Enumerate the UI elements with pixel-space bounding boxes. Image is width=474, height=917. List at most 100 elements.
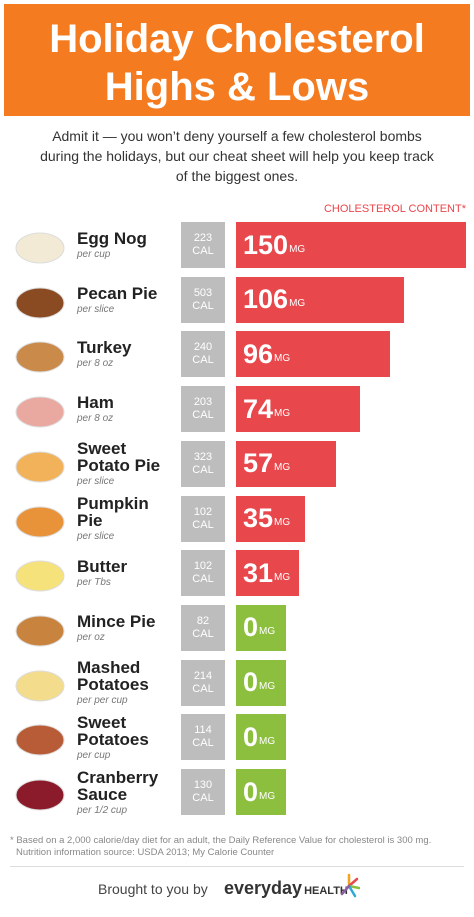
value-label: 31 <box>243 557 274 588</box>
calorie-unit: CAL <box>192 792 214 804</box>
food-icon <box>15 560 65 592</box>
calorie-box: 114 CAL <box>181 714 225 761</box>
icon-shape <box>15 724 65 756</box>
icon-shape <box>15 341 65 373</box>
food-icon <box>15 451 65 483</box>
icon-shape <box>15 451 65 483</box>
calorie-box: 130 CAL <box>181 769 225 815</box>
value-label: 106 <box>243 284 289 315</box>
icon-shape <box>15 560 65 592</box>
bar: 57 MG <box>236 440 336 487</box>
value-unit: MG <box>289 298 306 310</box>
value-label: 0 <box>243 612 259 643</box>
food-name: Pumpkin Pie <box>77 494 149 530</box>
value-label: 0 <box>243 776 259 807</box>
portion: per cup <box>77 749 111 761</box>
calorie-unit: CAL <box>192 518 214 531</box>
food-icon <box>15 232 65 264</box>
title: Holiday Cholesterol <box>49 17 425 61</box>
food-label: Sweet Potatoes per cup <box>77 710 173 764</box>
brand-name: HEALTH <box>304 885 348 897</box>
food-label: Pecan Pie per slice <box>77 273 173 327</box>
food-label: Turkey per 8 oz <box>77 327 173 381</box>
value-unit: MG <box>274 517 291 528</box>
header: Holiday Cholesterol Highs & Lows <box>4 4 470 116</box>
portion: per 8 oz <box>77 413 114 425</box>
portion: per 8 oz <box>77 358 114 370</box>
food-label: Pumpkin Pie per slice <box>77 492 173 546</box>
food-name: Mashed Potatoes <box>77 658 149 695</box>
calorie-unit: CAL <box>192 354 214 367</box>
calories: 82 <box>196 614 210 627</box>
icon-shape <box>15 287 65 319</box>
source: Nutrition information source: USDA 2013;… <box>16 847 275 858</box>
calorie-box: 323 CAL <box>181 440 225 487</box>
portion: per per cup <box>77 695 128 707</box>
brand: everyday HEALTH <box>224 878 348 899</box>
food-name: Mince Pie <box>77 611 156 631</box>
value-label: 150 <box>243 229 289 260</box>
food-name: Cranberry Sauce <box>77 767 159 804</box>
value-label: 35 <box>243 503 274 533</box>
bar: 0 MG <box>236 659 286 706</box>
food-icon <box>15 724 65 756</box>
bar: 106 MG <box>236 276 405 323</box>
bar: 0 MG <box>236 714 286 761</box>
icon-shape <box>15 670 65 702</box>
calories: 240 <box>193 341 213 354</box>
food-name: Sweet Potato Pie <box>77 439 161 476</box>
calorie-box: 102 CAL <box>181 495 225 542</box>
title: Highs & Lows <box>104 65 370 109</box>
food-icon <box>15 506 65 537</box>
calorie-box: 82 CAL <box>181 604 225 651</box>
calories: 102 <box>193 560 213 573</box>
value-unit: MG <box>289 243 306 255</box>
portion: per slice <box>77 476 115 488</box>
credit: Brought to you by <box>98 881 208 897</box>
calories: 114 <box>194 724 212 737</box>
calories: 214 <box>193 669 213 682</box>
brand-logo <box>340 873 360 898</box>
bar: 0 MG <box>236 604 286 651</box>
food-name: Ham <box>77 393 114 413</box>
bar: 74 MG <box>236 386 360 433</box>
calories: 223 <box>193 232 213 244</box>
food-icon <box>15 287 65 319</box>
value-unit: MG <box>274 352 291 364</box>
bar: 96 MG <box>236 331 391 378</box>
value-unit: MG <box>274 462 291 474</box>
value-unit: MG <box>259 735 276 747</box>
portion: per slice <box>77 303 115 315</box>
calorie-unit: CAL <box>192 409 214 422</box>
portion: per slice <box>77 531 115 542</box>
food-label: Ham per 8 oz <box>77 382 173 436</box>
footnote: * Based on a 2,000 calorie/day diet for … <box>10 835 432 846</box>
food-name: Sweet Potatoes <box>77 712 149 749</box>
food-name: Butter <box>77 557 128 577</box>
calorie-box: 102 CAL <box>181 550 225 597</box>
calorie-unit: CAL <box>192 627 214 640</box>
calorie-box: 240 CAL <box>181 331 225 378</box>
food-label: Butter per Tbs <box>77 546 173 600</box>
calories: 130 <box>193 779 213 791</box>
axis-label: CHOLESTEROL CONTENT* <box>323 203 466 215</box>
bar: 150 MG <box>236 222 466 268</box>
food-label: Egg Nog per cup <box>77 218 173 272</box>
subtitle: Admit it — you won’t deny yourself a few… <box>40 128 434 184</box>
value-label: 0 <box>243 667 259 698</box>
food-name: Turkey <box>77 338 132 358</box>
food-icon <box>15 670 65 702</box>
food-icon <box>15 341 65 373</box>
icon-shape <box>15 615 65 647</box>
brand-name: everyday <box>224 878 303 898</box>
bar: 0 MG <box>236 769 286 815</box>
separator <box>10 866 464 867</box>
food-label: Sweet Potato Pie per slice <box>77 437 173 491</box>
calorie-unit: CAL <box>192 682 214 695</box>
food-label: Mashed Potatoes per per cup <box>77 656 173 710</box>
value-label: 74 <box>243 393 274 424</box>
calories: 323 <box>193 450 213 463</box>
icon-shape <box>15 506 65 537</box>
portion: per Tbs <box>77 577 111 589</box>
calorie-unit: CAL <box>192 245 214 257</box>
